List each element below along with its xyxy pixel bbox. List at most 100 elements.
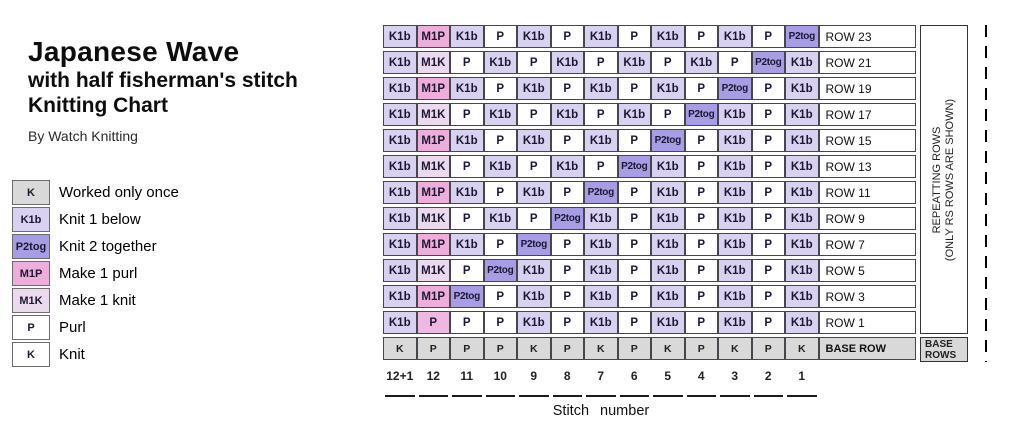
stitch-cell: P xyxy=(684,311,718,334)
stitch-cell: K1b xyxy=(651,233,685,256)
legend-label: Knit 2 together xyxy=(59,238,157,255)
page-title-line3: Knitting Chart xyxy=(28,94,168,117)
legend-symbol-box: P2tog xyxy=(12,234,50,259)
stitch-number: 2 xyxy=(764,369,772,383)
stitch-cell: P xyxy=(617,181,651,204)
underline-segment xyxy=(720,395,750,397)
row-label: ROW 21 xyxy=(818,51,916,74)
underline-segment xyxy=(385,395,415,397)
stitch-cell: P xyxy=(550,25,584,48)
stitch-cell: K1b xyxy=(617,103,651,126)
stitch-cell: P xyxy=(684,129,718,152)
stitch-cell: P xyxy=(550,259,584,282)
stitch-cell: P xyxy=(751,129,785,152)
stitch-grid: K1b M1P K1b P K1b P K1b P K1b P K1b P P2tog ROW 23 K1b… xyxy=(383,25,916,360)
stitch-cell: M1P xyxy=(416,129,450,152)
stitch-cell: P xyxy=(718,51,752,74)
row-label: ROW 7 xyxy=(818,233,916,256)
stitch-cell: K1b xyxy=(651,77,685,100)
stitch-cell: K1b xyxy=(383,155,417,178)
stitch-number: 10 xyxy=(493,369,507,383)
stitch-cell: K1b xyxy=(718,259,752,282)
underline-segment xyxy=(619,395,649,397)
stitch-cell: M1K xyxy=(416,155,450,178)
legend-symbol-box: M1K xyxy=(12,288,50,313)
stitch-cell: K1b xyxy=(785,311,819,334)
stitch-cell: K1b xyxy=(517,25,551,48)
legend-item: K Worked only once xyxy=(12,180,179,205)
stitch-cell: K1b xyxy=(785,51,819,74)
stitch-cell: P xyxy=(684,207,718,230)
title-block: Japanese Wave with half fisherman's stit… xyxy=(28,36,298,144)
stitch-cell: K1b xyxy=(651,311,685,334)
row-label: ROW 11 xyxy=(818,181,916,204)
stitch-cell: K1b xyxy=(617,51,651,74)
stitch-number: 12+1 xyxy=(386,369,414,383)
stitch-cell: K1b xyxy=(450,25,484,48)
stitch-cell: M1P xyxy=(416,233,450,256)
stitch-cell: K xyxy=(785,337,819,360)
stitch-cell: K1b xyxy=(718,285,752,308)
stitch-number: 1 xyxy=(798,369,806,383)
underline-segment xyxy=(452,395,482,397)
stitch-cell: K1b xyxy=(450,129,484,152)
stitch-cell: K1b xyxy=(718,233,752,256)
stitch-cell: P xyxy=(684,337,718,360)
stitch-cell: K1b xyxy=(550,103,584,126)
underline-segment xyxy=(519,395,549,397)
stitch-cell: K1b xyxy=(718,311,752,334)
stitch-cell: P xyxy=(550,337,584,360)
legend-symbol-box: K xyxy=(12,342,50,367)
legend-symbol-box: K xyxy=(12,180,50,205)
stitch-cell: P xyxy=(416,337,450,360)
row-label: ROW 5 xyxy=(818,259,916,282)
stitch-cell: K1b xyxy=(383,285,417,308)
stitch-cell: M1K xyxy=(416,103,450,126)
byline: By Watch Knitting xyxy=(28,128,138,144)
stitch-cell: K1b xyxy=(383,207,417,230)
row-label: ROW 9 xyxy=(818,207,916,230)
stitch-cell: P xyxy=(751,77,785,100)
stitch-cell: K xyxy=(383,337,417,360)
stitch-cell: K1b xyxy=(517,129,551,152)
stitch-cell: P xyxy=(550,129,584,152)
stitch-cell: K1b xyxy=(483,155,517,178)
stitch-cell: P xyxy=(617,233,651,256)
stitch-cell: K1b xyxy=(450,77,484,100)
stitch-cell: P xyxy=(684,285,718,308)
stitch-cell: K1b xyxy=(718,181,752,204)
stitch-cell: P xyxy=(450,103,484,126)
stitch-cell: P xyxy=(550,285,584,308)
stitch-cell: K1b xyxy=(651,155,685,178)
legend-label: Knit xyxy=(59,346,85,363)
stitch-cell: K1b xyxy=(550,155,584,178)
legend: K Worked only once K1b Knit 1 below P2tog Kni… xyxy=(12,180,179,369)
stitch-cell: P xyxy=(550,181,584,204)
row-label: ROW 1 xyxy=(818,311,916,334)
stitch-cell: P xyxy=(584,155,618,178)
stitch-cell: K1b xyxy=(383,181,417,204)
underline-segment xyxy=(753,395,783,397)
stitch-cell: P xyxy=(751,233,785,256)
stitch-cell: P xyxy=(450,51,484,74)
stitch-number: 5 xyxy=(664,369,672,383)
stitch-cell: P xyxy=(483,337,517,360)
stitch-cell: P xyxy=(517,207,551,230)
stitch-cell: P2tog xyxy=(785,25,819,48)
legend-label: Worked only once xyxy=(59,184,179,201)
underline-segment xyxy=(485,395,515,397)
underline-segment xyxy=(552,395,582,397)
stitch-cell: P2tog xyxy=(517,233,551,256)
stitch-cell: K1b xyxy=(483,51,517,74)
page-title-line1: Japanese Wave xyxy=(28,36,240,67)
stitch-cell: P xyxy=(617,207,651,230)
stitch-cell: K1b xyxy=(785,103,819,126)
stitch-cell: P xyxy=(483,285,517,308)
stitch-cell: M1P xyxy=(416,77,450,100)
stitch-cell: P xyxy=(450,155,484,178)
stitch-cell: K1b xyxy=(584,259,618,282)
stitch-cell: K1b xyxy=(383,129,417,152)
stitch-number: 11 xyxy=(460,369,474,383)
stitch-cell: P2tog xyxy=(584,181,618,204)
